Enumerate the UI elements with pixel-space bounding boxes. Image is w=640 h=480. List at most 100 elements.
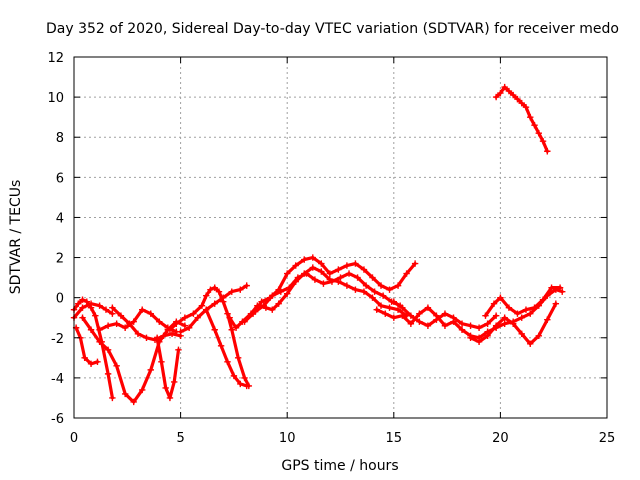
data-point-marker: [467, 322, 474, 329]
data-point-marker: [211, 284, 218, 291]
y-tick-labels: -6 -4 -2 0 2 4 6 8 10 12: [47, 51, 64, 427]
data-point-marker: [269, 306, 276, 313]
data-point-marker: [505, 87, 513, 95]
data-point-marker: [109, 310, 116, 317]
x-axis-label: GPS time / hours: [281, 458, 398, 474]
data-point-marker: [492, 322, 500, 329]
data-point-marker: [75, 300, 82, 307]
data-point-marker: [113, 362, 120, 370]
data-point-marker: [294, 274, 302, 281]
data-point-marker: [79, 304, 86, 311]
data-point-marker: [484, 320, 491, 327]
data-point-marker: [371, 288, 378, 295]
data-point-marker: [311, 276, 319, 283]
data-point-marker: [394, 282, 402, 289]
x-tick-label: 5: [176, 431, 184, 446]
data-point-marker: [518, 314, 525, 321]
data-point-marker: [185, 324, 193, 331]
data-point-marker: [497, 294, 504, 301]
data-point-marker: [407, 312, 415, 319]
data-point-marker: [228, 288, 235, 295]
data-point-marker: [377, 282, 385, 289]
x-tick-label: 25: [599, 431, 616, 446]
y-tick-label: 0: [56, 292, 64, 307]
data-point-marker: [109, 304, 116, 311]
data-point-marker: [243, 382, 250, 390]
data-point-marker: [87, 300, 95, 307]
data-point-marker: [369, 274, 376, 281]
data-point-marker: [168, 330, 176, 337]
data-point-marker: [501, 314, 508, 321]
data-point-marker: [559, 288, 566, 295]
data-point-marker: [360, 288, 368, 295]
data-series: [70, 83, 566, 406]
data-point-marker: [104, 346, 112, 354]
x-tick-label: 15: [386, 431, 403, 446]
series-track-16: [467, 300, 560, 347]
data-point-marker: [441, 310, 449, 317]
data-point-marker: [492, 93, 500, 101]
data-point-marker: [79, 314, 86, 321]
data-point-marker: [467, 334, 474, 341]
data-point-marker: [160, 332, 167, 339]
grid-lines: [74, 57, 607, 418]
data-point-marker: [121, 390, 129, 398]
series-track-3: [72, 324, 101, 368]
data-point-marker: [492, 312, 500, 319]
data-point-marker: [228, 326, 235, 333]
series-line: [483, 286, 562, 318]
data-point-marker: [121, 324, 129, 331]
data-point-marker: [166, 394, 174, 402]
data-point-marker: [352, 260, 359, 267]
data-point-marker: [505, 304, 513, 311]
data-point-marker: [292, 262, 299, 269]
data-point-marker: [352, 286, 359, 293]
data-point-marker: [130, 398, 137, 406]
data-point-marker: [343, 282, 351, 289]
data-point-marker: [277, 288, 285, 295]
data-point-marker: [243, 282, 250, 289]
y-tick-label: 2: [56, 252, 64, 267]
data-point-marker: [501, 83, 508, 91]
series-track-7: [153, 334, 182, 402]
data-point-marker: [181, 314, 189, 321]
data-point-marker: [226, 314, 233, 321]
data-point-marker: [126, 320, 133, 327]
data-point-marker: [345, 270, 353, 277]
series-track-5: [96, 306, 180, 335]
data-point-marker: [177, 328, 184, 335]
data-point-marker: [147, 310, 154, 317]
y-tick-label: 10: [47, 91, 64, 106]
data-point-marker: [335, 266, 342, 273]
y-tick-label: -4: [51, 372, 64, 387]
data-point-marker: [241, 374, 248, 382]
series-track-13: [252, 270, 404, 315]
data-point-marker: [362, 282, 370, 289]
data-point-marker: [337, 274, 344, 281]
data-point-marker: [390, 298, 397, 305]
data-point-marker: [166, 326, 174, 333]
data-point-marker: [539, 138, 547, 145]
data-point-marker: [258, 298, 265, 305]
data-point-marker: [269, 292, 276, 299]
data-point-marker: [501, 320, 508, 327]
x-tick-label: 20: [492, 431, 509, 446]
y-tick-label: -2: [51, 332, 64, 347]
data-point-marker: [194, 314, 201, 321]
data-point-marker: [87, 360, 95, 368]
data-point-marker: [224, 310, 231, 317]
x-tick-label: 0: [70, 431, 78, 446]
data-point-marker: [117, 312, 125, 319]
series-track-14: [373, 286, 566, 341]
series-track-1: [70, 296, 116, 402]
data-point-marker: [162, 384, 169, 392]
data-point-marker: [94, 358, 101, 366]
data-point-marker: [275, 300, 282, 307]
data-point-marker: [309, 254, 316, 261]
data-point-marker: [224, 358, 231, 366]
y-tick-label: 12: [47, 51, 64, 66]
series-track-9: [177, 282, 250, 335]
data-point-marker: [326, 270, 334, 277]
data-point-marker: [535, 130, 542, 137]
data-point-marker: [450, 314, 457, 321]
